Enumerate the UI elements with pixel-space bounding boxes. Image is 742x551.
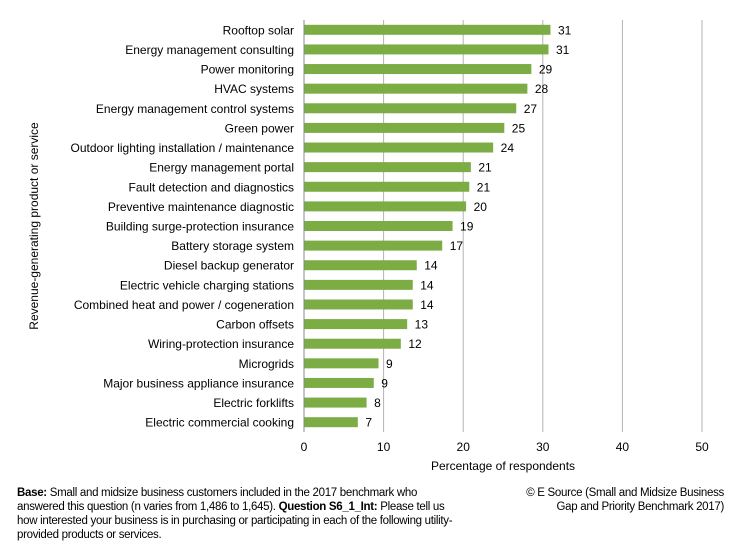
data-label: 9 <box>381 376 388 390</box>
data-label: 25 <box>512 121 526 135</box>
category-label: Outdoor lighting installation / maintena… <box>71 141 295 155</box>
category-label: Green power <box>225 121 294 135</box>
bar <box>304 417 358 428</box>
bar <box>304 201 467 212</box>
data-label: 28 <box>535 82 549 96</box>
bar <box>304 83 528 94</box>
data-label: 14 <box>420 278 434 292</box>
bar <box>304 338 401 349</box>
category-label: Carbon offsets <box>216 318 294 332</box>
bar <box>304 260 417 271</box>
x-axis-title: Percentage of respondents <box>431 459 575 473</box>
category-label: Electric forklifts <box>213 396 294 410</box>
data-label: 7 <box>365 416 372 430</box>
category-label: Electric vehicle charging stations <box>120 278 294 292</box>
category-label: Energy management control systems <box>96 102 294 116</box>
x-tick-label: 50 <box>695 440 709 454</box>
data-label: 21 <box>477 180 491 194</box>
data-label: 13 <box>415 318 429 332</box>
data-label: 19 <box>460 220 474 234</box>
x-tick-label: 0 <box>301 440 308 454</box>
data-label: 8 <box>374 396 381 410</box>
data-label: 14 <box>424 259 438 273</box>
bar <box>304 279 413 290</box>
bar <box>304 142 494 153</box>
category-label: HVAC systems <box>214 82 294 96</box>
question-text: Please tell us how interested your busin… <box>17 501 453 541</box>
data-label: 21 <box>478 161 492 175</box>
category-label: Building surge-protection insurance <box>106 220 294 234</box>
bar <box>304 397 367 408</box>
category-label: Energy management consulting <box>125 43 294 57</box>
data-label: 9 <box>386 357 393 371</box>
y-axis-title: Revenue-generating product or service <box>27 122 41 330</box>
bar-chart: 0 10 20 30 40 50 Rooftop solar 31 Energy managem… <box>27 20 709 473</box>
credit-line-1: © E Source (Small and Midsize Business <box>526 487 724 499</box>
category-label: Energy management portal <box>149 161 294 175</box>
base-text: Small and midsize business customers inc… <box>17 487 418 513</box>
category-label: Fault detection and diagnostics <box>129 180 294 194</box>
bar <box>304 24 551 35</box>
category-label: Combined heat and power / cogeneration <box>74 298 294 312</box>
bar <box>304 64 532 75</box>
category-label: Microgrids <box>239 357 294 371</box>
data-label: 24 <box>501 141 515 155</box>
source-credit: © E Source (Small and Midsize Business G… <box>464 486 724 514</box>
category-label: Preventive maintenance diagnostic <box>108 200 294 214</box>
x-tick-label: 30 <box>536 440 550 454</box>
bar <box>304 122 505 133</box>
footnote: Base: Small and midsize business custome… <box>17 486 457 542</box>
x-tick-label: 40 <box>616 440 630 454</box>
category-label: Power monitoring <box>201 63 294 77</box>
x-tick-label: 20 <box>457 440 471 454</box>
category-label: Battery storage system <box>171 239 294 253</box>
base-label: Base: <box>17 487 47 499</box>
bar <box>304 181 470 192</box>
data-label: 17 <box>450 239 464 253</box>
category-label: Electric commercial cooking <box>145 416 294 430</box>
bar <box>304 240 443 251</box>
bar <box>304 103 517 114</box>
data-label: 27 <box>524 102 538 116</box>
data-label: 31 <box>558 23 572 37</box>
question-label: Question S6_1_Int: <box>278 501 378 513</box>
category-label: Diesel backup generator <box>164 259 294 273</box>
category-label: Rooftop solar <box>223 23 294 37</box>
bar <box>304 319 408 330</box>
category-label: Major business appliance insurance <box>103 376 294 390</box>
data-label: 14 <box>420 298 434 312</box>
data-label: 12 <box>408 337 422 351</box>
bar <box>304 299 413 310</box>
data-label: 31 <box>556 43 570 57</box>
bar <box>304 162 471 173</box>
bar <box>304 358 379 369</box>
bar <box>304 44 549 55</box>
credit-line-2: Gap and Priority Benchmark 2017) <box>556 501 725 513</box>
data-label: 29 <box>539 63 553 77</box>
category-label: Wiring-protection insurance <box>148 337 294 351</box>
bar <box>304 377 374 388</box>
x-tick-label: 10 <box>377 440 391 454</box>
data-label: 20 <box>474 200 488 214</box>
bar <box>304 221 453 231</box>
